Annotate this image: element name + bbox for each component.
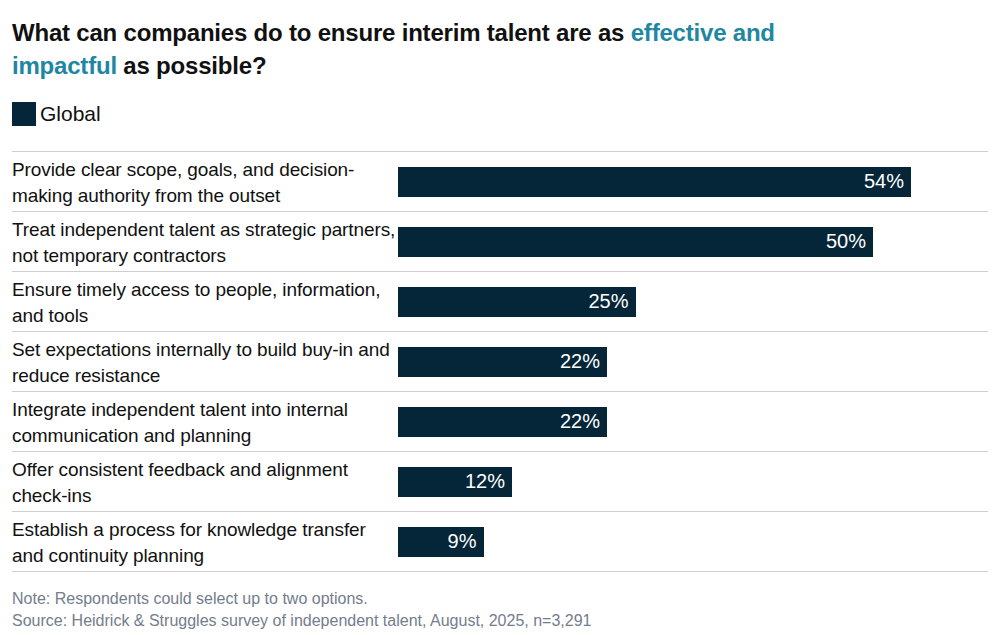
bar-value-label: 50% [826,230,873,253]
bar-track: 50% [398,212,988,271]
bar: 9% [398,527,484,557]
bar: 22% [398,407,607,437]
chart-row: Establish a process for knowledge transf… [12,511,988,571]
bar-track: 54% [398,152,988,211]
title-text-accent-1: effective and [631,19,775,46]
bar-track: 12% [398,452,988,511]
bar: 22% [398,347,607,377]
legend-swatch-global [12,102,36,126]
category-label: Treat independent talent as strategic pa… [12,212,398,271]
title-text-accent-2: impactful [12,52,117,79]
bar: 54% [398,167,911,197]
category-label: Establish a process for knowledge transf… [12,512,398,571]
footnote-note: Note: Respondents could select up to two… [12,588,988,610]
bar-value-label: 9% [448,530,484,553]
bar-value-label: 22% [560,410,607,433]
category-label: Ensure timely access to people, informat… [12,272,398,331]
chart-page: What can companies do to ensure interim … [0,0,1000,635]
legend: Global [12,101,988,126]
chart-row: Ensure timely access to people, informat… [12,271,988,331]
category-label: Offer consistent feedback and alignment … [12,452,398,511]
chart-row: Treat independent talent as strategic pa… [12,211,988,271]
footer-notes: Note: Respondents could select up to two… [12,572,988,632]
title-text-dark-1: What can companies do to ensure interim … [12,19,631,46]
category-label: Provide clear scope, goals, and decision… [12,152,398,211]
bar-track: 22% [398,332,988,391]
bar-track: 22% [398,392,988,451]
footnote-source: Source: Heidrick & Struggles survey of i… [12,610,988,632]
title-text-dark-2: as possible? [117,52,266,79]
bar-value-label: 25% [588,290,635,313]
category-label: Integrate independent talent into intern… [12,392,398,451]
bar-track: 9% [398,512,988,571]
bar-value-label: 22% [560,350,607,373]
chart-row: Set expectations internally to build buy… [12,331,988,391]
bar: 50% [398,227,873,257]
bar-track: 25% [398,272,988,331]
category-label: Set expectations internally to build buy… [12,332,398,391]
legend-label-global: Global [40,102,101,126]
bar-value-label: 54% [864,170,911,193]
bar: 12% [398,467,512,497]
bar: 25% [398,287,636,317]
chart-row: Integrate independent talent into intern… [12,391,988,451]
chart-row: Offer consistent feedback and alignment … [12,451,988,511]
chart-title: What can companies do to ensure interim … [12,16,988,82]
bar-value-label: 12% [465,470,512,493]
bar-chart: Provide clear scope, goals, and decision… [12,151,988,572]
chart-row: Provide clear scope, goals, and decision… [12,151,988,211]
